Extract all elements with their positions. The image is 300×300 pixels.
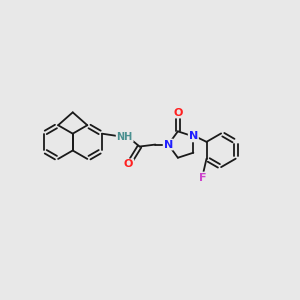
Text: F: F xyxy=(199,172,206,182)
Text: O: O xyxy=(124,159,133,170)
Text: N: N xyxy=(164,140,173,150)
Text: N: N xyxy=(189,131,198,141)
Text: NH: NH xyxy=(117,132,133,142)
Text: O: O xyxy=(173,107,182,118)
